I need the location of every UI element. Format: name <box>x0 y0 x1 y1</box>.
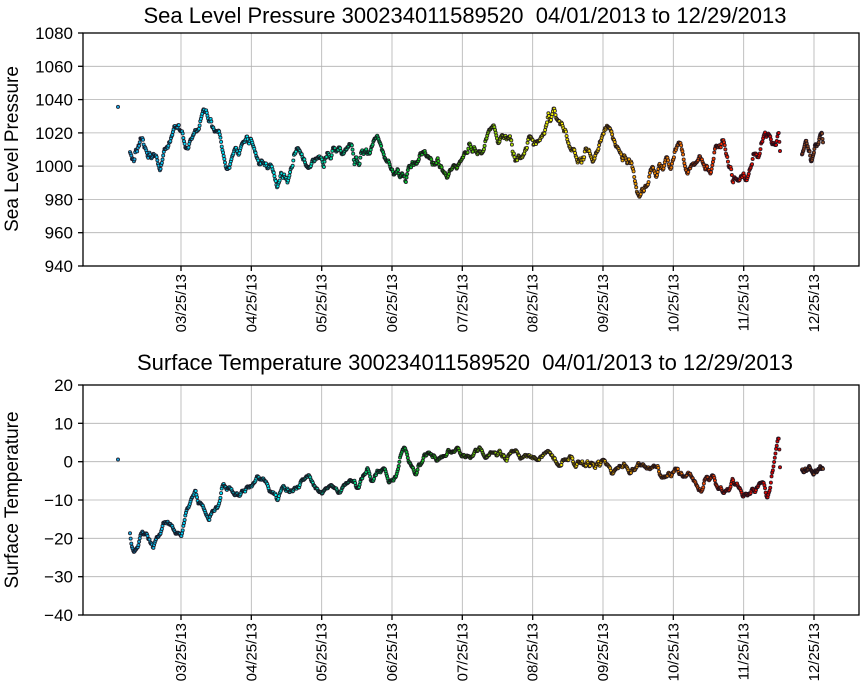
svg-text:12/25/13: 12/25/13 <box>806 623 823 681</box>
svg-text:1020: 1020 <box>35 124 73 143</box>
svg-text:−10: −10 <box>44 491 73 510</box>
svg-text:11/25/13: 11/25/13 <box>736 274 753 331</box>
svg-text:05/25/13: 05/25/13 <box>314 274 331 332</box>
svg-text:10/25/13: 10/25/13 <box>665 623 682 681</box>
svg-text:Sea Level Pressure 30023401158: Sea Level Pressure 300234011589520 04/01… <box>143 3 786 28</box>
svg-text:12/25/13: 12/25/13 <box>806 274 823 332</box>
svg-text:0: 0 <box>64 453 73 472</box>
svg-text:−40: −40 <box>44 606 73 625</box>
svg-text:1060: 1060 <box>35 57 73 76</box>
svg-text:Surface Temperature: Surface Temperature <box>2 411 23 588</box>
svg-text:1000: 1000 <box>35 157 73 176</box>
svg-text:08/25/13: 08/25/13 <box>525 623 542 681</box>
svg-text:1080: 1080 <box>35 24 73 43</box>
svg-text:1040: 1040 <box>35 91 73 110</box>
svg-text:09/25/13: 09/25/13 <box>595 274 612 332</box>
svg-text:06/25/13: 06/25/13 <box>384 623 401 681</box>
svg-text:10/25/13: 10/25/13 <box>665 274 682 332</box>
svg-text:06/25/13: 06/25/13 <box>384 274 401 332</box>
svg-text:03/25/13: 03/25/13 <box>173 623 190 681</box>
svg-text:07/25/13: 07/25/13 <box>454 274 471 332</box>
svg-text:980: 980 <box>45 190 73 209</box>
svg-text:20: 20 <box>54 376 73 395</box>
svg-text:−30: −30 <box>44 568 73 587</box>
svg-text:−20: −20 <box>44 529 73 548</box>
svg-text:04/25/13: 04/25/13 <box>243 274 260 332</box>
svg-text:03/25/13: 03/25/13 <box>173 274 190 332</box>
svg-text:Surface Temperature 3002340115: Surface Temperature 300234011589520 04/0… <box>137 350 793 375</box>
svg-text:10: 10 <box>54 414 73 433</box>
svg-text:07/25/13: 07/25/13 <box>454 623 471 681</box>
svg-text:11/25/13: 11/25/13 <box>736 623 753 680</box>
svg-text:09/25/13: 09/25/13 <box>595 623 612 681</box>
svg-text:960: 960 <box>45 224 73 243</box>
svg-text:05/25/13: 05/25/13 <box>314 623 331 681</box>
svg-text:04/25/13: 04/25/13 <box>243 623 260 681</box>
svg-text:08/25/13: 08/25/13 <box>525 274 542 332</box>
svg-text:940: 940 <box>45 257 73 276</box>
svg-text:Sea Level Pressure: Sea Level Pressure <box>2 66 23 232</box>
